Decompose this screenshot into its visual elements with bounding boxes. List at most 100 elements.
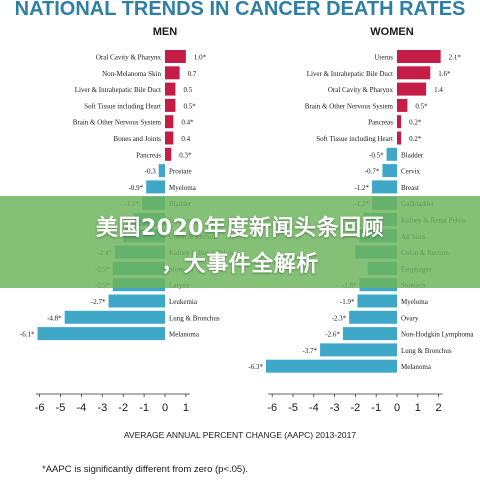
x-tick-label: -1 (371, 402, 381, 414)
category-label: Brain & Other Nervous System (73, 119, 162, 127)
category-label: Soft Tissue including Heart (84, 102, 161, 110)
value-label: -3.7* (302, 347, 317, 355)
category-label: Liver & Intrahepatic Bile Duct (75, 86, 161, 94)
bar (397, 66, 431, 80)
bar (397, 115, 402, 129)
category-label: Uterus (374, 54, 393, 62)
category-label: Ovary (401, 314, 419, 322)
banner-headline: 美国2020年度新闻头条回顾 (95, 216, 385, 241)
category-label: Lung & Bronchus (401, 347, 452, 355)
bar (397, 131, 402, 145)
value-label: 0.7 (188, 70, 197, 78)
panel-title: MEN (153, 26, 178, 38)
value-label: -6.1* (20, 331, 35, 339)
bar (146, 180, 165, 194)
bar (342, 327, 397, 341)
category-label: Lung & Bronchus (169, 314, 220, 322)
bar (397, 82, 427, 96)
value-label: 2.1* (449, 54, 462, 62)
category-label: Non-Melanoma Skin (102, 70, 161, 78)
x-tick-label: 1 (415, 402, 421, 414)
category-label: Cervix (401, 168, 421, 176)
x-tick-label: 2 (436, 402, 442, 414)
value-label: -2.7* (91, 298, 106, 306)
x-tick-label: -6 (35, 402, 45, 414)
category-label: Pancreas (136, 151, 161, 159)
value-label: 1.6* (438, 70, 451, 78)
value-label: -0.3 (145, 168, 157, 176)
bar (320, 343, 397, 357)
value-label: -6.3* (248, 363, 263, 371)
x-tick-label: -6 (267, 402, 277, 414)
bar (165, 98, 176, 112)
x-axis-title: AVERAGE ANNUAL PERCENT CHANGE (AAPC) 201… (124, 430, 357, 440)
category-label: Myeloma (169, 184, 197, 192)
x-tick-label: -3 (97, 402, 107, 414)
x-tick-label: -1 (139, 402, 149, 414)
bar (397, 50, 441, 63)
chart-title: NATIONAL TRENDS IN CANCER DEATH RATES (15, 0, 466, 20)
bar (382, 164, 397, 178)
x-tick-label: 0 (394, 402, 400, 414)
bar (397, 98, 408, 112)
x-tick-label: -4 (77, 402, 87, 414)
value-label: 0.5* (415, 102, 428, 110)
value-label: 1.0* (194, 54, 207, 62)
bar (357, 294, 397, 308)
category-label: Melanoma (401, 363, 432, 371)
category-label: Non-Hodgkin Lymphoma (401, 331, 474, 339)
category-label: Bladder (401, 151, 424, 159)
x-tick-label: -4 (309, 402, 319, 414)
category-label: Leukemia (169, 298, 198, 306)
bar (349, 310, 397, 324)
category-label: Bones and Joints (114, 135, 162, 143)
value-label: -1.2* (354, 184, 369, 192)
bar (37, 327, 166, 341)
value-label: 1.4 (434, 86, 443, 94)
bar (108, 294, 165, 308)
x-tick-label: 1 (183, 402, 189, 414)
bar (372, 180, 397, 194)
bar (165, 82, 176, 96)
bar (165, 147, 172, 161)
bar (165, 50, 186, 63)
x-tick-label: -3 (330, 402, 340, 414)
bar (165, 115, 174, 129)
value-label: -0.5* (369, 151, 384, 159)
bar (165, 131, 174, 145)
category-label: Oral Cavity & Pharynx (96, 54, 162, 62)
value-label: -2.3* (332, 314, 347, 322)
bar (165, 66, 180, 80)
x-tick-label: -2 (351, 402, 361, 414)
value-label: -2.6* (325, 331, 340, 339)
bar (64, 310, 165, 324)
value-label: -0.9* (129, 184, 144, 192)
x-tick-label: -5 (288, 402, 298, 414)
bar (158, 164, 165, 178)
value-label: 0.2* (409, 135, 422, 143)
footnote: *AAPC is significantly different from ze… (42, 464, 248, 475)
panel-title: WOMEN (370, 26, 413, 38)
bar (265, 359, 397, 373)
value-label: -1.9* (340, 298, 355, 306)
category-label: Melanoma (169, 331, 200, 339)
category-label: Oral Cavity & Pharynx (328, 86, 394, 94)
category-label: Breast (401, 184, 419, 192)
category-label: Liver & Intrahepatic Bile Duct (307, 70, 393, 78)
category-label: Soft Tissue including Heart (316, 135, 393, 143)
headline-banner: 美国2020年度新闻头条回顾 ，大事件全解析 (0, 196, 480, 288)
x-tick-label: -5 (56, 402, 66, 414)
value-label: -4.8* (47, 314, 62, 322)
x-tick-label: 0 (162, 402, 168, 414)
category-label: Prostate (169, 168, 192, 176)
value-label: 0.5* (183, 102, 196, 110)
x-tick-label: -2 (118, 402, 128, 414)
value-label: -0.7* (365, 168, 380, 176)
category-label: Pancreas (368, 119, 393, 127)
value-label: 0.4* (181, 119, 194, 127)
category-label: Brain & Other Nervous System (305, 102, 394, 110)
value-label: 0.2* (409, 119, 422, 127)
value-label: 0.3* (179, 151, 192, 159)
value-label: 0.4 (181, 135, 190, 143)
category-label: Myeloma (401, 298, 429, 306)
